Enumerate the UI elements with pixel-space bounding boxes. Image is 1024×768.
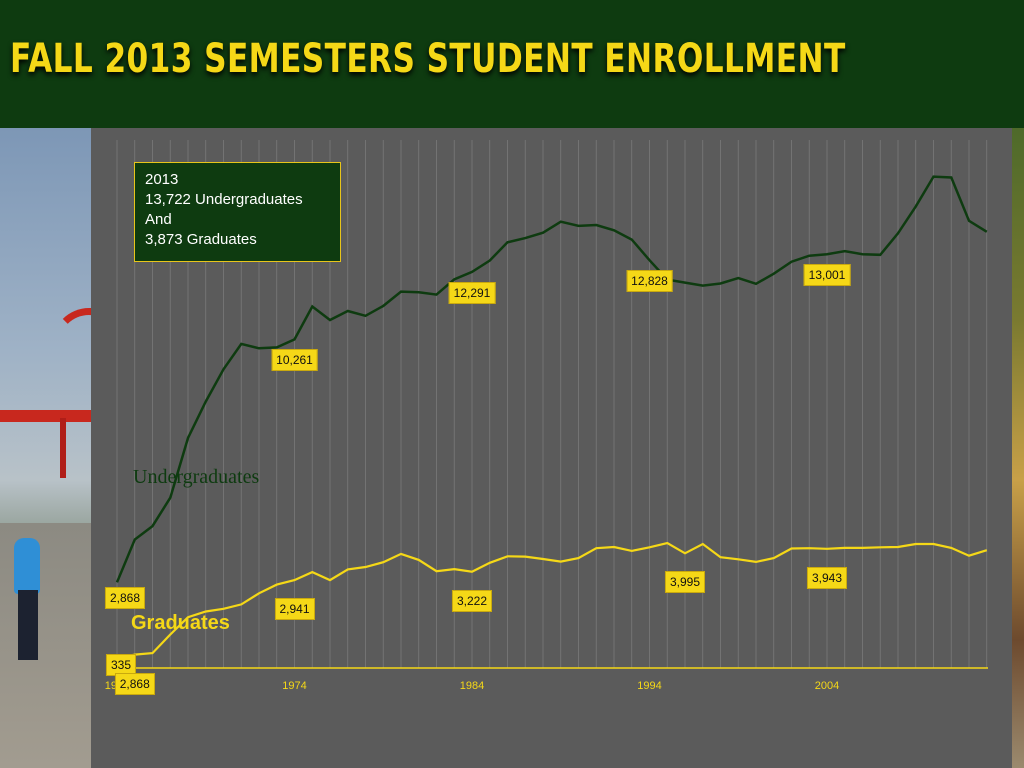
data-label: 3,995 bbox=[664, 571, 706, 594]
infobox-graduates: 3,873 Graduates bbox=[145, 231, 257, 248]
series-label-graduates: Graduates bbox=[131, 612, 230, 634]
campus-photo-left bbox=[0, 128, 91, 768]
x-tick-label: 2004 bbox=[815, 680, 839, 692]
campus-photo-right bbox=[1012, 128, 1024, 768]
data-label: 2,868 bbox=[114, 672, 155, 695]
infobox-and: And bbox=[145, 211, 172, 228]
data-label: 3,943 bbox=[806, 566, 848, 589]
student-figure bbox=[14, 538, 40, 594]
x-tick-label: 1994 bbox=[637, 680, 661, 692]
x-tick-labels: 19641974198419942004 bbox=[105, 680, 839, 692]
data-label: 12,828 bbox=[626, 270, 673, 293]
data-label: 3,222 bbox=[451, 589, 493, 612]
data-label: 2,941 bbox=[274, 598, 315, 621]
undergraduates-line bbox=[115, 175, 988, 583]
summary-infobox: 2013 13,722 Undergraduates And 3,873 Gra… bbox=[134, 162, 341, 262]
data-label: 12,291 bbox=[448, 281, 496, 304]
series-label-undergraduates: Undergraduates bbox=[133, 466, 260, 488]
data-label: 13,001 bbox=[803, 264, 851, 287]
sculpture-post bbox=[60, 418, 66, 478]
sculpture-beam bbox=[0, 410, 91, 422]
header-bar: Fall 2013 Semesters Student Enrollment bbox=[0, 0, 1024, 128]
infobox-undergrads: 13,722 Undergraduates bbox=[145, 191, 303, 208]
data-label: 10,261 bbox=[271, 349, 318, 372]
graduates-line bbox=[116, 541, 988, 660]
infobox-year: 2013 bbox=[145, 171, 179, 188]
x-tick-label: 1984 bbox=[460, 680, 484, 692]
data-label: 2,868 bbox=[104, 587, 146, 610]
sculpture-arc bbox=[52, 308, 91, 382]
slide-title: Fall 2013 Semesters Student Enrollment bbox=[10, 36, 846, 82]
x-tick-label: 1974 bbox=[282, 680, 306, 692]
student-figure-legs bbox=[18, 590, 38, 660]
